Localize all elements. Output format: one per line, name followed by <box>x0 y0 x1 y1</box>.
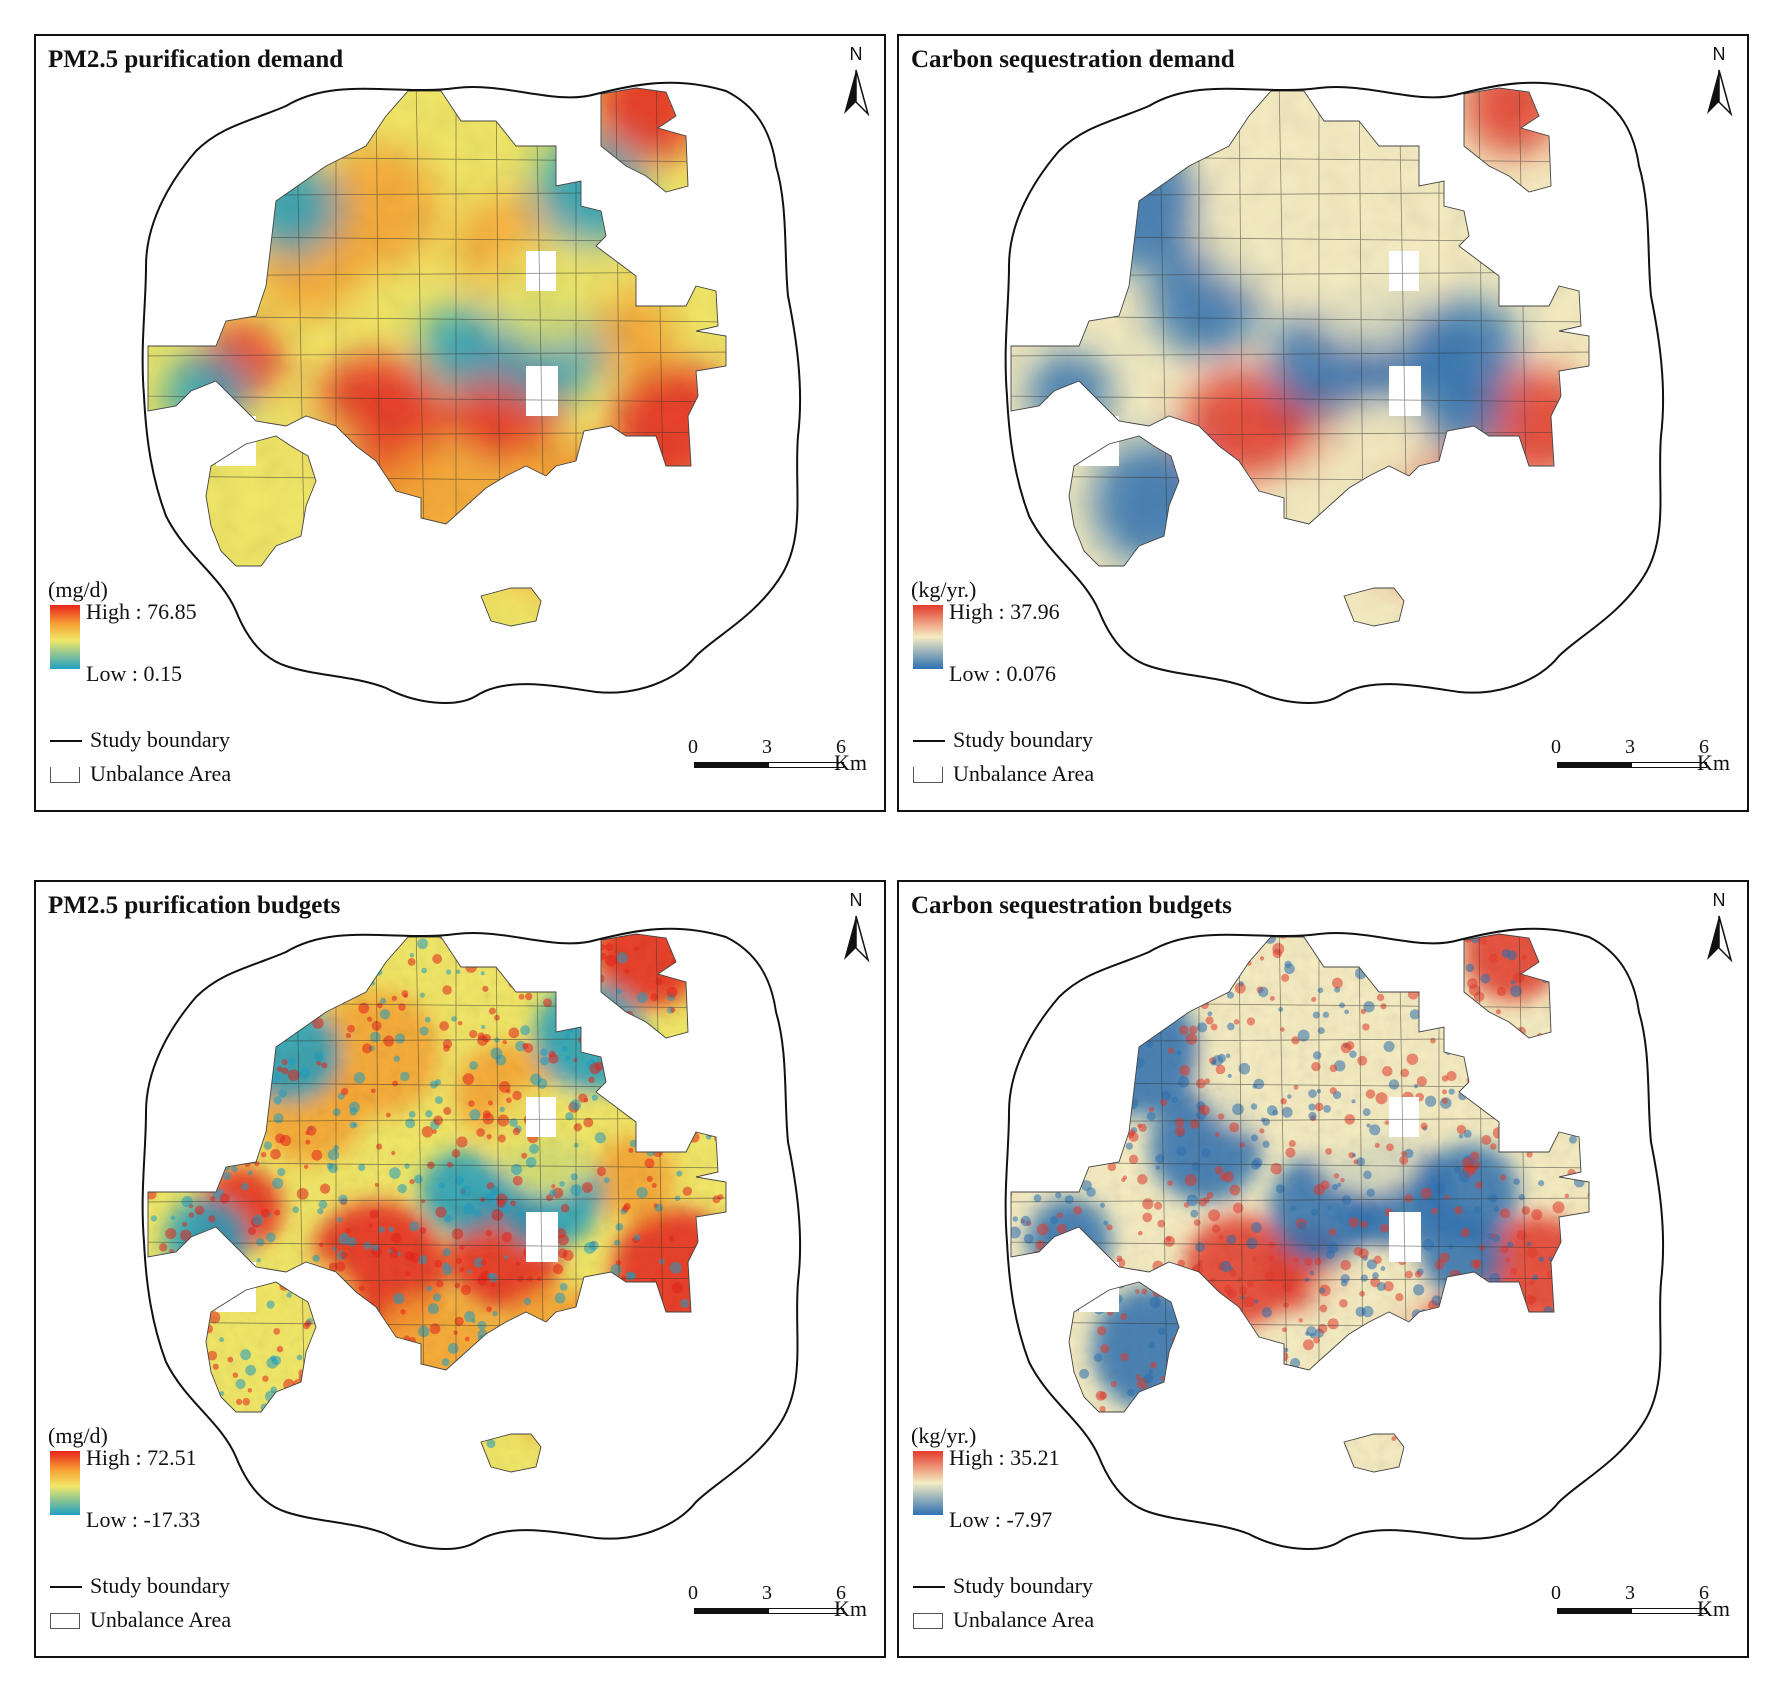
area-box-icon <box>50 1613 80 1629</box>
legend-high: High : 35.21 <box>949 1445 1060 1470</box>
legend-boundary-label: Study boundary <box>90 1573 230 1598</box>
legend: (mg/d) High : 72.51 Low : -17.33 Study b… <box>46 1423 346 1648</box>
legend-ramp <box>50 1451 80 1515</box>
legend-unit: (kg/yr.) <box>911 577 977 602</box>
legend-area-row: Unbalance Area <box>46 761 346 789</box>
scale-bar-graphic <box>694 1608 844 1614</box>
legend-high: High : 76.85 <box>86 599 197 624</box>
legend-high: High : 72.51 <box>86 1445 197 1470</box>
north-arrow-icon: N <box>838 44 874 124</box>
study-boundary <box>141 81 802 704</box>
panel-pm25-demand: PM2.5 purification demand N (mg/d) High … <box>34 34 886 812</box>
area-box-icon <box>913 1613 943 1629</box>
area-box-icon <box>50 767 80 783</box>
legend-low: Low : -7.97 <box>949 1507 1053 1532</box>
legend-area-row: Unbalance Area <box>909 1607 1209 1635</box>
legend-area-label: Unbalance Area <box>90 761 232 786</box>
legend-unit: (kg/yr.) <box>911 1423 977 1448</box>
boundary-line-icon <box>913 1586 945 1588</box>
scale-unit: Km <box>1697 750 1730 775</box>
north-arrow-icon: N <box>1701 890 1737 970</box>
scale-tick-3: 3 <box>1625 736 1635 758</box>
legend-high: High : 37.96 <box>949 599 1060 624</box>
legend-boundary-row: Study boundary <box>46 727 346 755</box>
map-canvas <box>1004 81 1665 704</box>
legend: (kg/yr.) High : 37.96 Low : 0.076 Study … <box>909 577 1209 802</box>
map-canvas <box>1004 927 1665 1550</box>
scale-tick-6: 6 <box>1699 736 1709 758</box>
legend-low: Low : -17.33 <box>86 1507 201 1532</box>
legend-boundary-label: Study boundary <box>953 727 1093 752</box>
study-boundary <box>1004 81 1665 704</box>
north-arrow-icon: N <box>1701 44 1737 124</box>
panel-carbon-budgets: Carbon sequestration budgets N (kg/yr.) … <box>897 880 1749 1658</box>
scale-tick-0: 0 <box>688 736 698 758</box>
legend-unit: (mg/d) <box>48 577 108 602</box>
legend-ramp <box>50 605 80 669</box>
scale-tick-3: 3 <box>762 736 772 758</box>
panel-pm25-budgets: PM2.5 purification budgets N (mg/d) High… <box>34 880 886 1658</box>
legend-area-label: Unbalance Area <box>90 1607 232 1632</box>
scale-tick-3: 3 <box>762 1582 772 1604</box>
legend: (kg/yr.) High : 35.21 Low : -7.97 Study … <box>909 1423 1209 1648</box>
scale-bar-graphic <box>1557 1608 1707 1614</box>
scale-tick-6: 6 <box>1699 1582 1709 1604</box>
legend-boundary-row: Study boundary <box>46 1573 346 1601</box>
north-label: N <box>849 890 863 910</box>
area-box-icon <box>913 767 943 783</box>
panel-title: PM2.5 purification demand <box>48 46 344 73</box>
legend-boundary-row: Study boundary <box>909 727 1209 755</box>
map-canvas <box>141 927 802 1550</box>
north-arrow-icon: N <box>838 890 874 970</box>
panel-title: Carbon sequestration budgets <box>911 892 1232 919</box>
legend-boundary-label: Study boundary <box>90 727 230 752</box>
scale-bar: 0 3 6 Km <box>1549 1582 1739 1632</box>
legend-boundary-row: Study boundary <box>909 1573 1209 1601</box>
scale-bar: 0 3 6 Km <box>686 736 876 786</box>
north-label: N <box>849 44 863 64</box>
scale-bar-graphic <box>694 762 844 768</box>
panel-carbon-demand: Carbon sequestration demand N (kg/yr.) H… <box>897 34 1749 812</box>
boundary-line-icon <box>50 1586 82 1588</box>
north-label: N <box>1712 890 1726 910</box>
legend-area-row: Unbalance Area <box>909 761 1209 789</box>
scale-bar: 0 3 6 Km <box>686 1582 876 1632</box>
legend: (mg/d) High : 76.85 Low : 0.15 Study bou… <box>46 577 346 802</box>
north-label: N <box>1712 44 1726 64</box>
map-canvas <box>141 81 802 704</box>
scale-bar-graphic <box>1557 762 1707 768</box>
legend-ramp <box>913 1451 943 1515</box>
scale-tick-0: 0 <box>1551 736 1561 758</box>
boundary-line-icon <box>913 740 945 742</box>
scale-unit: Km <box>834 750 867 775</box>
panel-title: Carbon sequestration demand <box>911 46 1235 73</box>
legend-unit: (mg/d) <box>48 1423 108 1448</box>
scale-unit: Km <box>834 1596 867 1621</box>
study-boundary <box>141 927 802 1550</box>
legend-ramp <box>913 605 943 669</box>
panel-title: PM2.5 purification budgets <box>48 892 341 919</box>
scale-bar: 0 3 6 Km <box>1549 736 1739 786</box>
legend-low: Low : 0.076 <box>949 661 1056 686</box>
scale-tick-3: 3 <box>1625 1582 1635 1604</box>
legend-low: Low : 0.15 <box>86 661 182 686</box>
scale-tick-0: 0 <box>1551 1582 1561 1604</box>
legend-boundary-label: Study boundary <box>953 1573 1093 1598</box>
scale-tick-6: 6 <box>836 736 846 758</box>
scale-tick-0: 0 <box>688 1582 698 1604</box>
legend-area-row: Unbalance Area <box>46 1607 346 1635</box>
scale-unit: Km <box>1697 1596 1730 1621</box>
boundary-line-icon <box>50 740 82 742</box>
legend-area-label: Unbalance Area <box>953 761 1095 786</box>
legend-area-label: Unbalance Area <box>953 1607 1095 1632</box>
study-boundary <box>1004 927 1665 1550</box>
scale-tick-6: 6 <box>836 1582 846 1604</box>
